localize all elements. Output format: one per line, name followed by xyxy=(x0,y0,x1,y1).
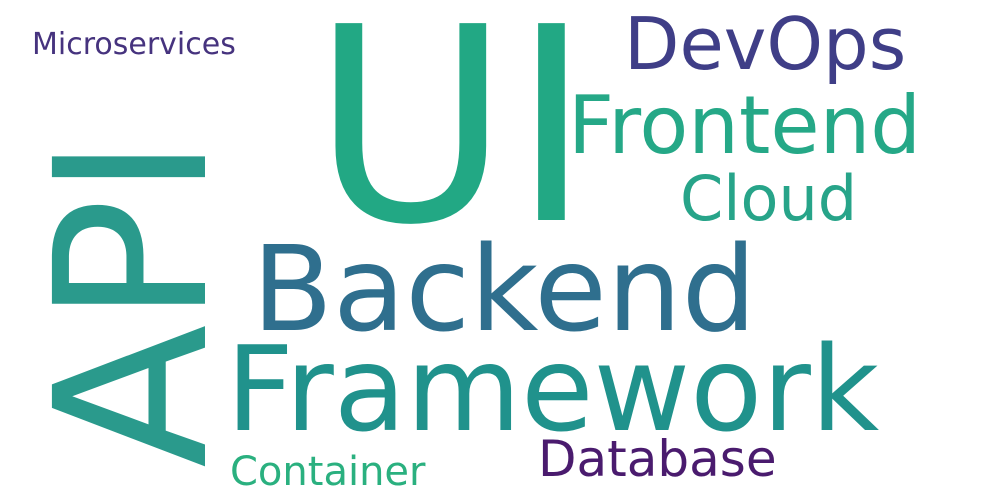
word-backend: Backend xyxy=(252,220,757,358)
word-container: Container xyxy=(230,449,426,495)
word-api: API xyxy=(10,135,255,468)
word-devops: DevOps xyxy=(624,2,907,86)
word-frontend: Frontend xyxy=(568,79,922,172)
word-framework: Framework xyxy=(226,320,880,458)
word-database: Database xyxy=(538,430,777,488)
word-microservices: Microservices xyxy=(32,27,236,62)
word-cloud-term: Cloud xyxy=(680,162,858,235)
word-ui: UI xyxy=(312,0,594,284)
